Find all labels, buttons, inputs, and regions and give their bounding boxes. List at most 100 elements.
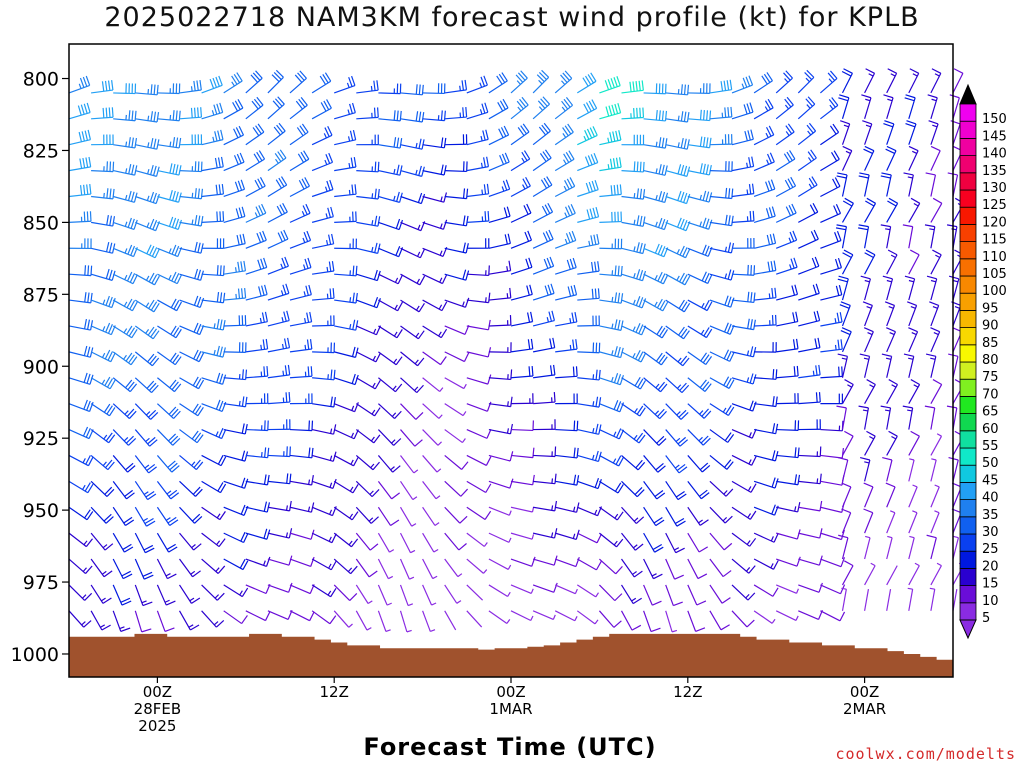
wind-barb: [355, 429, 381, 444]
barb-feather: [393, 168, 396, 175]
barb-feather: [389, 549, 395, 553]
barb-shaft: [687, 480, 702, 500]
barb-shaft: [798, 506, 821, 512]
barb-feather: [544, 204, 551, 214]
wind-barb: [905, 120, 917, 145]
barb-feather: [767, 98, 774, 109]
barb-feather: [239, 559, 246, 569]
barb-shaft: [621, 247, 644, 255]
wind-barb: [422, 273, 448, 285]
barb-shaft: [643, 170, 666, 176]
wind-barb: [554, 230, 577, 249]
barb-feather: [761, 75, 768, 85]
barb-feather: [561, 106, 566, 112]
barb-shaft: [135, 273, 155, 286]
barb-feather: [569, 318, 572, 324]
wind-barb: [334, 238, 357, 250]
barb-feather: [701, 464, 711, 473]
barb-feather: [564, 238, 568, 244]
barb-feather: [727, 107, 730, 118]
barb-feather: [84, 592, 93, 601]
barb-feather: [236, 235, 240, 246]
barb-shaft: [753, 584, 774, 597]
barb-feather: [311, 447, 314, 458]
barb-feather: [774, 478, 779, 489]
wind-barb: [930, 197, 943, 223]
barb-shaft: [820, 267, 842, 275]
wind-barb: [289, 311, 313, 327]
barb-feather: [165, 517, 171, 521]
barb-shaft: [841, 73, 853, 94]
wind-barb: [311, 558, 337, 571]
wind-barb: [267, 337, 291, 353]
wind-barb: [863, 145, 875, 171]
barb-feather: [618, 157, 622, 168]
barb-shaft: [68, 506, 88, 521]
barb-shaft: [798, 211, 819, 223]
wind-barb: [333, 532, 359, 548]
wind-barb: [135, 84, 159, 96]
barb-feather: [325, 154, 331, 164]
wind-barb: [135, 164, 160, 177]
barb-feather: [934, 73, 940, 77]
barb-feather: [81, 131, 86, 142]
barb-feather: [843, 560, 854, 567]
wind-barb: [90, 241, 116, 254]
wind-barb: [400, 325, 425, 340]
wind-barb: [599, 238, 623, 250]
barb-shaft: [223, 610, 242, 625]
barb-feather: [78, 83, 82, 89]
barb-shaft: [841, 537, 849, 560]
barb-feather: [109, 188, 112, 199]
barb-feather: [170, 408, 179, 417]
barb-feather: [421, 84, 424, 95]
wind-barb: [687, 584, 707, 606]
barb-feather: [503, 207, 508, 218]
barb-feather: [462, 411, 467, 416]
wind-barb: [400, 111, 425, 123]
barb-feather: [568, 232, 574, 242]
wind-barb: [334, 102, 356, 120]
barb-feather: [909, 68, 920, 74]
wind-barb: [267, 446, 291, 458]
wind-barb: [201, 506, 226, 521]
barb-feather: [726, 350, 732, 361]
wind-barb: [753, 233, 777, 249]
barb-feather: [681, 274, 688, 284]
barb-feather: [171, 465, 180, 473]
wind-barb: [709, 480, 734, 497]
wind-barb: [134, 506, 156, 527]
wind-barb: [908, 327, 919, 353]
barb-shaft: [776, 558, 798, 567]
wind-barb: [621, 376, 647, 390]
barb-feather: [592, 126, 598, 136]
barb-shaft: [820, 158, 840, 172]
barb-feather: [686, 112, 690, 123]
barb-feather: [794, 447, 797, 458]
barb-feather: [125, 352, 133, 362]
barb-feather: [725, 377, 732, 388]
barb-feather: [304, 344, 307, 350]
wind-barb: [311, 152, 334, 172]
barb-feather: [550, 532, 554, 538]
barb-feather: [125, 141, 128, 147]
barb-feather: [553, 392, 556, 403]
barb-feather: [126, 325, 133, 335]
barb-feather: [481, 189, 484, 195]
barb-shaft: [466, 506, 486, 520]
barb-shaft: [157, 325, 177, 339]
wind-barb: [178, 610, 200, 631]
barb-feather: [806, 124, 814, 134]
barb-shaft: [267, 584, 289, 593]
wind-barb: [112, 558, 133, 580]
barb-feather: [347, 136, 351, 142]
colorbar-swatch-5: [959, 602, 977, 621]
barb-feather: [678, 299, 685, 309]
barb-feather: [641, 298, 647, 308]
barb-feather: [148, 382, 157, 391]
barb-feather: [355, 265, 358, 276]
barb-shaft: [68, 584, 86, 601]
wind-barb: [333, 506, 359, 521]
barb-feather: [838, 366, 840, 377]
barb-shaft: [554, 104, 573, 120]
